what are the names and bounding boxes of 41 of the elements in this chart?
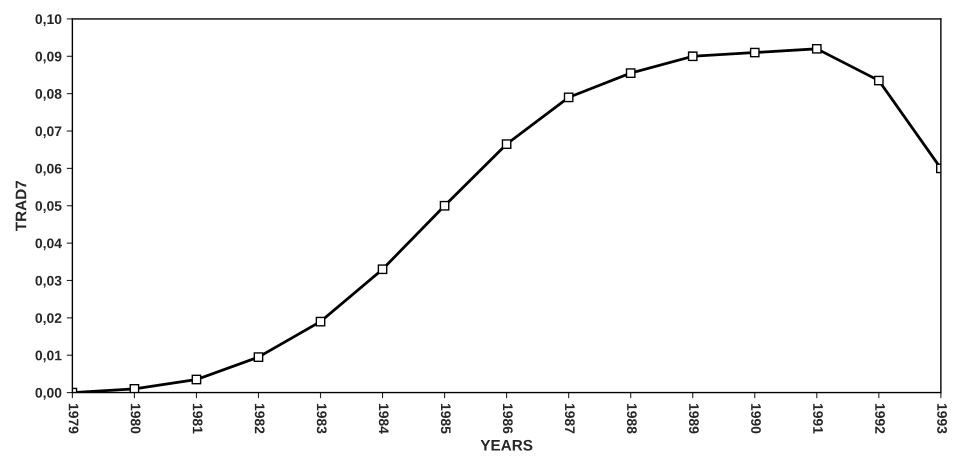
point <box>316 316 326 326</box>
y-tick-label: 0,04 <box>35 238 62 250</box>
y-tick-label: 0,09 <box>35 52 62 64</box>
y-tick-label: 0,05 <box>35 201 62 213</box>
x-tick-label: 1981 <box>192 404 203 434</box>
x-tick-label: 1992 <box>875 404 885 434</box>
y-axis-title: TRAD7 <box>16 180 26 232</box>
x-tick-label: 1982 <box>254 404 265 434</box>
y-tick-label: 0,08 <box>35 88 62 101</box>
x-tick-label: 1987 <box>564 404 575 434</box>
x-tick-label: 1979 <box>68 404 78 434</box>
point <box>564 92 574 102</box>
point <box>874 76 884 86</box>
point <box>440 200 450 211</box>
point <box>254 352 264 362</box>
point <box>812 44 822 54</box>
y-tick-label: 0,10 <box>35 14 62 26</box>
point <box>688 51 698 62</box>
point <box>626 68 636 78</box>
point <box>502 139 512 149</box>
point <box>378 264 388 274</box>
y-tick-label: 0,01 <box>35 350 62 362</box>
x-tick-label: 1985 <box>440 404 451 434</box>
y-tick-label: 0,00 <box>35 388 62 400</box>
x-tick-label: 1991 <box>813 404 823 434</box>
x-tick-label: 1984 <box>378 404 389 434</box>
x-tick-label: 1986 <box>502 404 513 434</box>
point <box>192 374 202 384</box>
x-tick-label: 1980 <box>130 404 141 434</box>
x-axis-title: YEARS <box>480 440 532 451</box>
y-tick-label: 0,02 <box>35 313 62 326</box>
y-tick-label: 0,06 <box>35 164 62 176</box>
x-tick-label: 1983 <box>316 404 327 434</box>
point <box>130 384 140 393</box>
x-tick-label: 1988 <box>626 404 637 434</box>
y-tick-label: 0,07 <box>35 126 62 138</box>
y-tick-label: 0,03 <box>35 276 62 288</box>
x-tick-label: 1993 <box>937 404 947 434</box>
point <box>750 48 760 58</box>
x-tick-label: 1990 <box>751 404 761 434</box>
x-tick-label: 1989 <box>689 404 699 434</box>
